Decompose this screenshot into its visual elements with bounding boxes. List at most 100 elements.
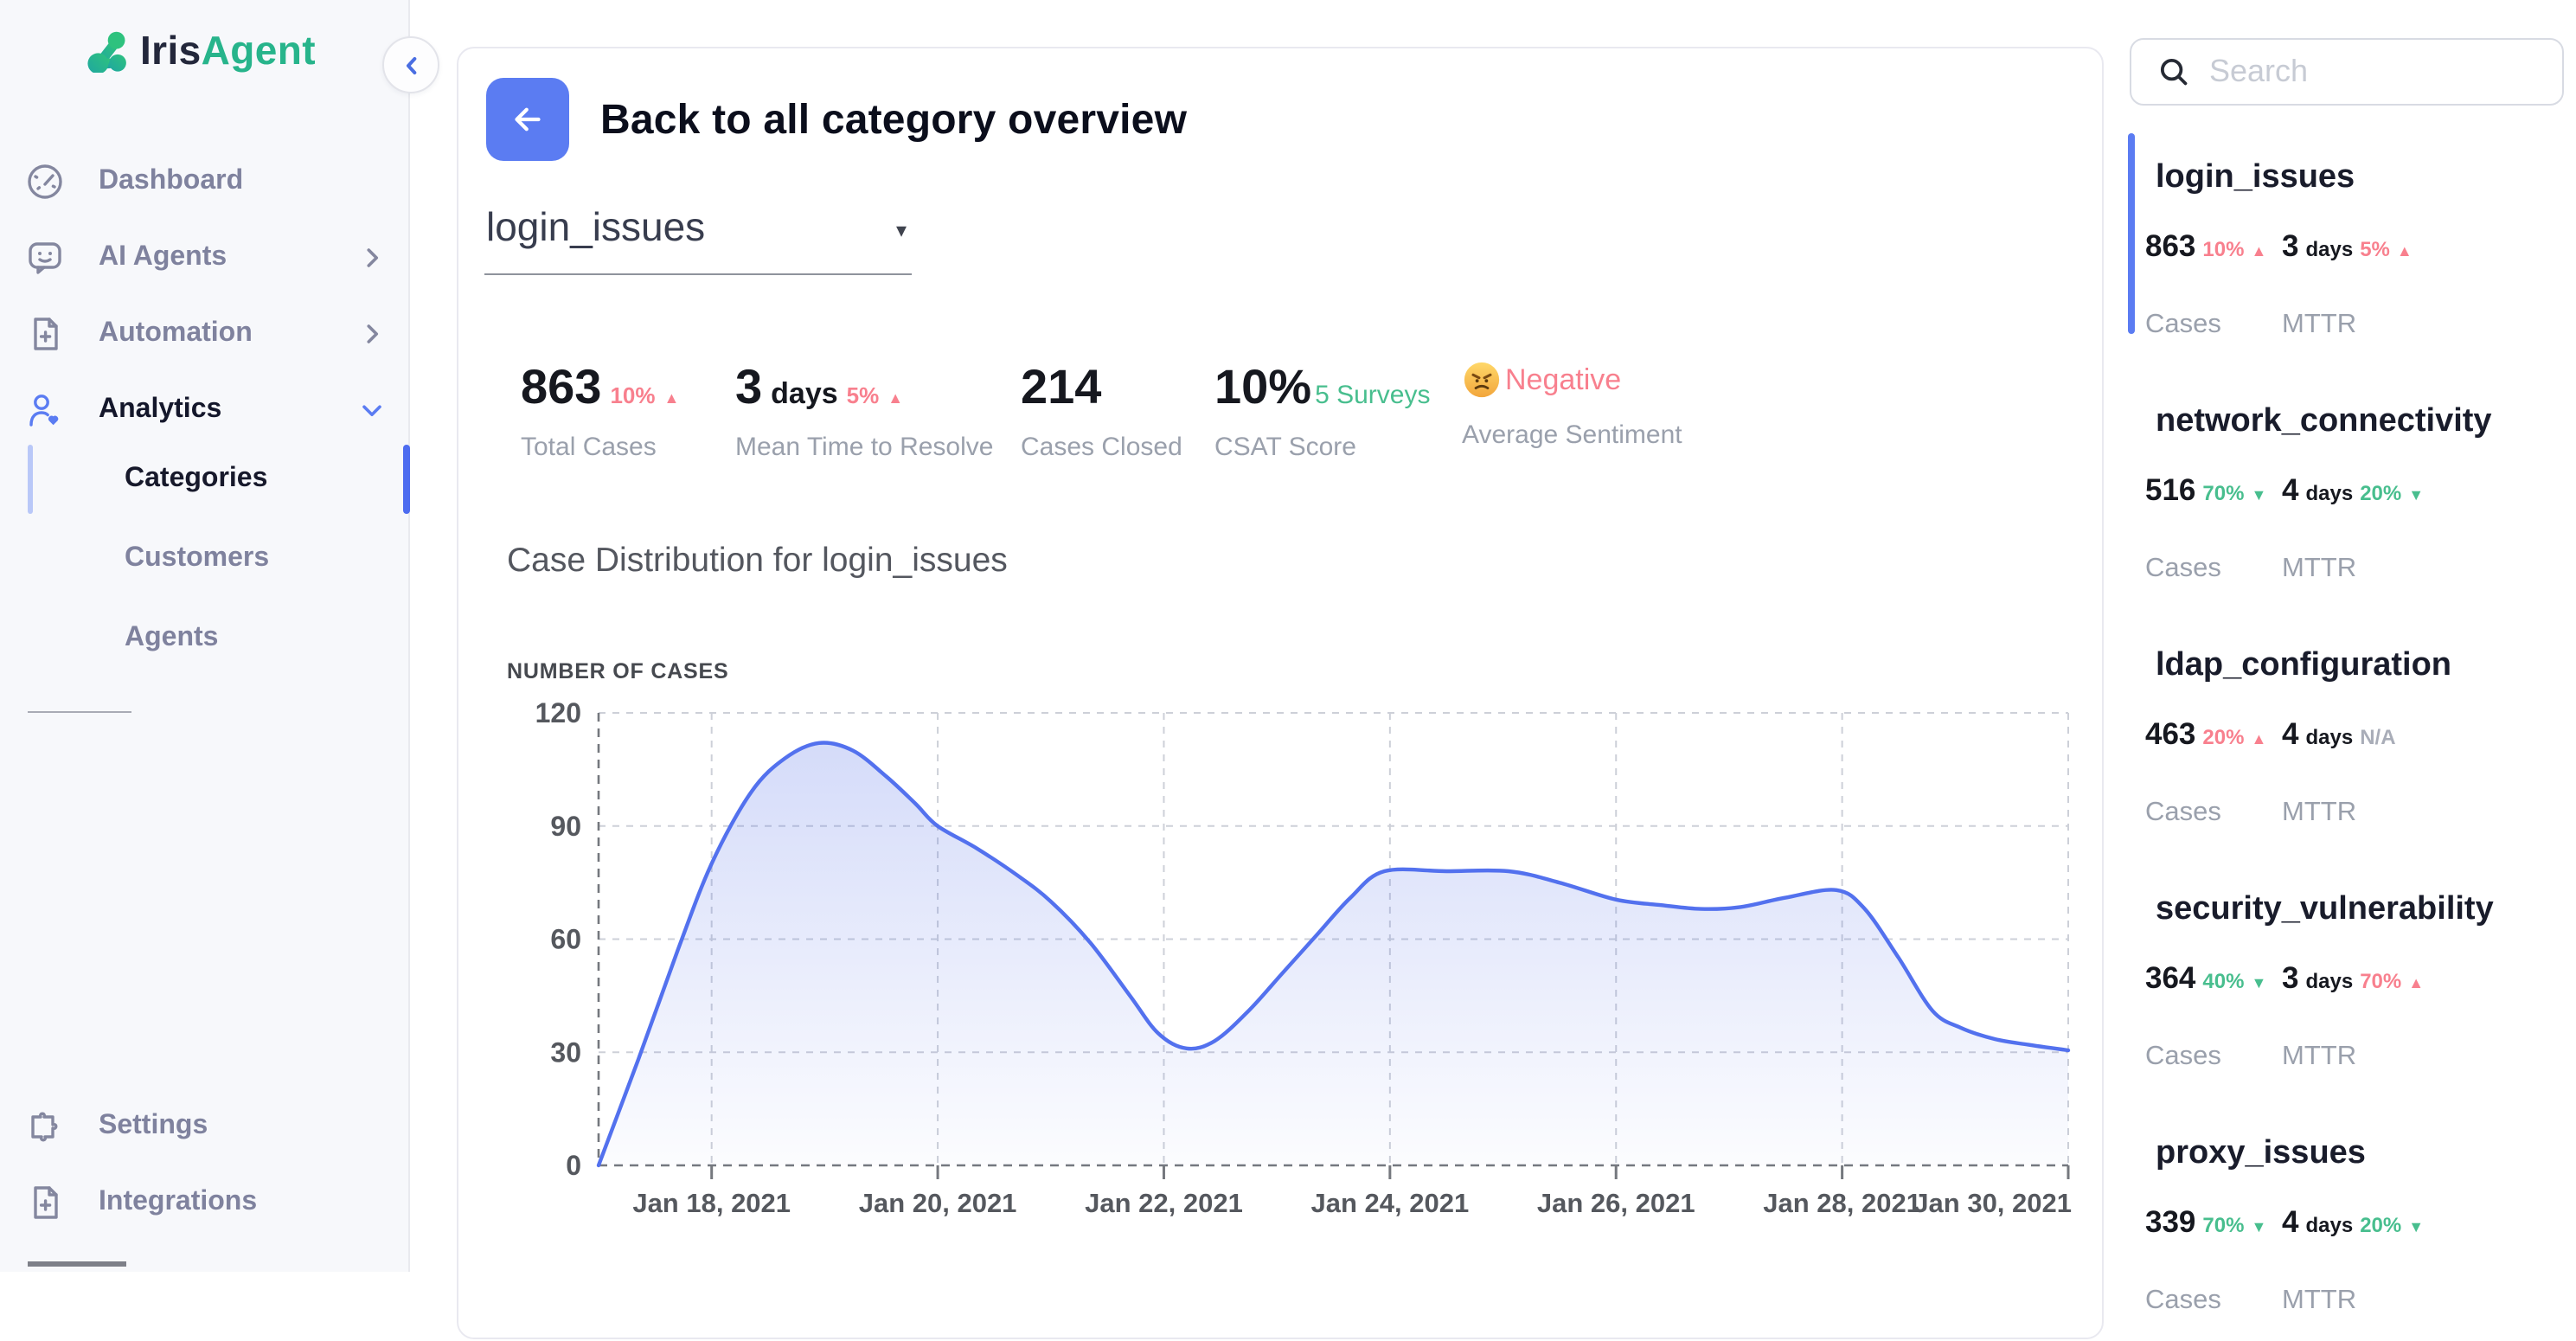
person-heart-icon (29, 395, 59, 427)
mttr-label: MTTR (2282, 798, 2357, 827)
mttr-delta: 20% (2360, 1213, 2402, 1237)
chart-section-title: Case Distribution for login_issues (507, 542, 1008, 580)
cases-value: 463 (2145, 716, 2196, 751)
svg-text:Jan 20, 2021: Jan 20, 2021 (859, 1188, 1017, 1218)
irisagent-logo: IrisAgent (87, 28, 316, 74)
document-plus-icon (34, 1186, 58, 1219)
stat-delta: 10% (610, 382, 656, 408)
irisagent-logo-icon (87, 30, 126, 72)
sidebar-subitem-categories[interactable]: Categories (125, 464, 268, 493)
delta-up-icon: ▲ (2396, 242, 2413, 260)
sidebar-item-label: AI Agents (99, 242, 227, 272)
select-caret-icon: ▾ (895, 218, 907, 242)
category-select[interactable]: login_issues ▾ (484, 194, 912, 275)
chevron-right-icon (367, 248, 379, 267)
cases-delta: 20% (2202, 725, 2245, 749)
search-input[interactable] (2206, 52, 2524, 92)
stat-value: 863 (521, 360, 602, 414)
stat-unit: days (771, 377, 838, 410)
category-detail-card: Back to all category overview login_issu… (457, 47, 2104, 1339)
mttr-unit: days (2305, 481, 2354, 505)
delta-down-icon: ▼ (2251, 974, 2267, 991)
mttr-value: 4 (2282, 472, 2299, 507)
delta-down-icon: ▼ (2251, 486, 2267, 504)
category-name: login_issues (2156, 159, 2355, 196)
stat-delta: 5% (846, 382, 880, 408)
mttr-label: MTTR (2282, 310, 2357, 339)
svg-text:Jan 28, 2021: Jan 28, 2021 (1763, 1188, 1921, 1218)
cases-label: Cases (2145, 1042, 2221, 1071)
sidebar-collapse-button[interactable] (382, 36, 439, 93)
category-list-item-network-connectivity[interactable]: network_connectivity 516 70% ▼ 4 days 20… (2124, 393, 2571, 609)
sidebar-item-analytics[interactable]: Analytics (24, 379, 388, 441)
delta-up-icon: ▲ (888, 389, 904, 407)
svg-text:Jan 30, 2021: Jan 30, 2021 (1913, 1188, 2072, 1218)
chevron-left-icon (406, 56, 416, 74)
active-subitem-indicator-right (403, 445, 409, 514)
stat-label: Mean Time to Resolve (735, 433, 994, 462)
category-name: network_connectivity (2156, 403, 2492, 440)
stat-average-sentiment: Negative Average Sentiment (1462, 360, 1682, 450)
mttr-unit: days (2305, 237, 2354, 261)
mttr-unit: days (2305, 969, 2354, 993)
category-list-item-login-issues[interactable]: login_issues 863 10% ▲ 3 days 5% ▲ Cases… (2124, 149, 2571, 365)
delta-up-icon: ▲ (2251, 730, 2267, 747)
delta-up-icon: ▲ (663, 389, 680, 407)
sidebar-item-label: Settings (99, 1111, 208, 1140)
mttr-label: MTTR (2282, 554, 2357, 583)
sidebar-item-dashboard[interactable]: Dashboard (24, 151, 388, 213)
cases-delta: 70% (2202, 481, 2245, 505)
cases-delta: 10% (2202, 237, 2245, 261)
sidebar-item-label: Automation (99, 318, 253, 348)
back-button[interactable] (486, 78, 569, 161)
category-list-item-security-vulnerability[interactable]: security_vulnerability 364 40% ▼ 3 days … (2124, 881, 2571, 1097)
stat-mttr: 3 days 5% ▲ Mean Time to Resolve (735, 360, 993, 462)
stat-suffix: 5 Surveys (1315, 381, 1431, 410)
sidebar-subitem-customers[interactable]: Customers (125, 543, 270, 573)
svg-text:30: 30 (550, 1036, 581, 1068)
active-subitem-indicator-left (28, 445, 33, 514)
mttr-label: MTTR (2282, 1042, 2357, 1071)
cases-value: 516 (2145, 472, 2196, 507)
cases-label: Cases (2145, 554, 2221, 583)
brand-name: IrisAgent (140, 28, 316, 73)
svg-text:Jan 18, 2021: Jan 18, 2021 (632, 1188, 791, 1218)
cases-value: 863 (2145, 228, 2196, 263)
angry-face-emoji-icon (1464, 362, 1500, 398)
cases-label: Cases (2145, 310, 2221, 339)
mttr-unit: days (2305, 1213, 2354, 1237)
sidebar-item-integrations[interactable]: Integrations (24, 1171, 388, 1234)
svg-text:90: 90 (550, 811, 581, 842)
category-list-item-ldap-configuration[interactable]: ldap_configuration 463 20% ▲ 4 days N/A … (2124, 637, 2571, 853)
svg-text:Jan 22, 2021: Jan 22, 2021 (1085, 1188, 1243, 1218)
mttr-delta: 70% (2360, 969, 2402, 993)
stat-csat-score: 10% 5 Surveys CSAT Score (1214, 360, 1431, 462)
cases-delta: 40% (2202, 969, 2245, 993)
cases-label: Cases (2145, 1286, 2221, 1315)
svg-text:120: 120 (535, 697, 581, 728)
sidebar-item-label: Integrations (99, 1187, 258, 1216)
stat-label: Cases Closed (1021, 433, 1182, 462)
stat-label: Total Cases (521, 433, 657, 462)
sidebar-item-label: Analytics (99, 395, 222, 424)
mttr-delta: 20% (2360, 481, 2402, 505)
svg-text:0: 0 (566, 1150, 581, 1181)
sidebar-divider (28, 711, 131, 713)
category-select-value: login_issues (486, 204, 706, 249)
sidebar-item-ai-agents[interactable]: AI Agents (24, 227, 388, 289)
sidebar-subitem-agents[interactable]: Agents (125, 623, 219, 652)
sidebar-item-automation[interactable]: Automation (24, 303, 388, 365)
chevron-right-icon (367, 324, 379, 343)
mttr-label: MTTR (2282, 1286, 2357, 1315)
category-name: proxy_issues (2156, 1135, 2366, 1171)
sidebar-scroll-indicator (28, 1261, 126, 1266)
category-list-item-proxy-issues[interactable]: proxy_issues 339 70% ▼ 4 days 20% ▼ Case… (2124, 1125, 2571, 1341)
sidebar-item-settings[interactable]: Settings (24, 1095, 388, 1158)
selected-category-indicator (2128, 133, 2134, 334)
mttr-value: 3 (2282, 228, 2299, 263)
search-icon (2160, 58, 2188, 86)
category-search[interactable] (2130, 38, 2564, 106)
page-title: Back to all category overview (600, 97, 1188, 144)
delta-down-icon: ▼ (2408, 1218, 2425, 1235)
mttr-delta: 5% (2360, 237, 2390, 261)
